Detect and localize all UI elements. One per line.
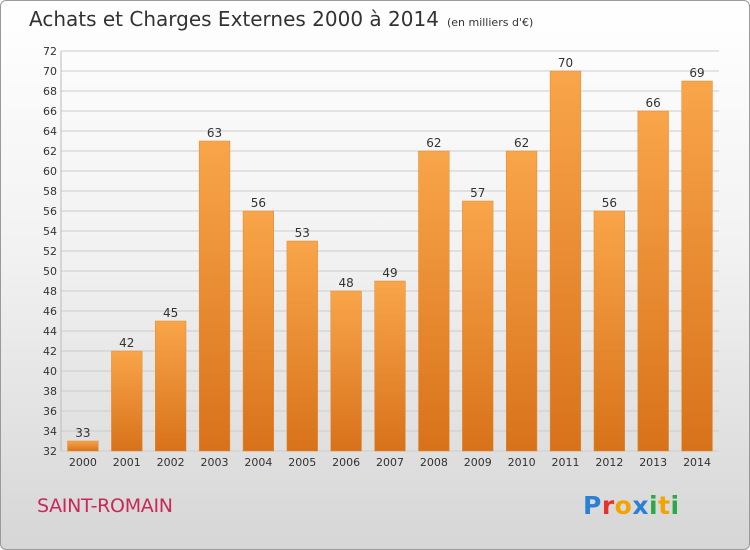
data-label-2001: 42 — [119, 336, 134, 350]
bar-2003 — [198, 140, 231, 452]
y-axis-ticks: 32 34 36 38 40 42 44 46 48 50 52 54 56 58 60 62 64 66 68 70… — [43, 45, 57, 458]
bar-2011 — [549, 70, 582, 452]
data-label-2013: 66 — [646, 96, 661, 110]
y-tick-label: 58 — [43, 185, 57, 198]
data-label-2007: 49 — [382, 266, 397, 280]
x-tick-label: 2005 — [288, 456, 316, 469]
logo-letter: i — [649, 491, 659, 520]
x-tick-label: 2004 — [244, 456, 272, 469]
bar-2005 — [286, 240, 318, 452]
y-tick-label: 70 — [43, 65, 57, 78]
logo-letter: r — [601, 491, 615, 520]
x-tick-label: 2008 — [420, 456, 448, 469]
x-tick-label: 2012 — [595, 456, 623, 469]
bar-2001 — [111, 350, 143, 452]
x-tick-label: 2006 — [332, 456, 360, 469]
x-axis-ticks: 2000 2001 2002 2003 2004 2005 2006 2007 2008 2009… — [69, 456, 711, 469]
chart-title-text: Achats et Charges Externes 2000 à 2014 — [29, 7, 439, 31]
y-tick-label: 42 — [43, 345, 57, 358]
bar-2007 — [374, 280, 406, 452]
logo-letter: t — [658, 491, 671, 520]
y-tick-label: 60 — [43, 165, 57, 178]
data-label-2014: 69 — [689, 66, 704, 80]
data-label-2011: 70 — [558, 56, 573, 70]
x-tick-label: 2007 — [376, 456, 404, 469]
x-tick-label: 2009 — [464, 456, 492, 469]
data-label-2003: 63 — [207, 126, 222, 140]
proxiti-logo[interactable]: Proxiti — [583, 491, 680, 520]
x-tick-label: 2000 — [69, 456, 97, 469]
bar-2009 — [462, 200, 494, 452]
logo-letter: x — [632, 491, 649, 520]
logo-letter: i — [670, 491, 680, 520]
y-tick-label: 44 — [43, 325, 57, 338]
bar-2000 — [67, 440, 99, 452]
bar-2013 — [637, 110, 669, 452]
y-tick-label: 68 — [43, 85, 57, 98]
logo-letter: o — [614, 491, 633, 520]
y-tick-label: 52 — [43, 245, 57, 258]
bar-2006 — [330, 290, 362, 452]
bar-2010 — [505, 150, 538, 452]
data-labels: 33 42 45 63 56 53 48 49 62 57 62 70 56 66 69 — [75, 56, 704, 440]
data-label-2002: 45 — [163, 306, 178, 320]
y-tick-label: 32 — [43, 445, 57, 458]
x-tick-label: 2011 — [551, 456, 579, 469]
bar-2002 — [155, 320, 187, 452]
bar-2008 — [418, 150, 450, 452]
data-label-2009: 57 — [470, 186, 485, 200]
x-tick-label: 2001 — [113, 456, 141, 469]
chart-title: Achats et Charges Externes 2000 à 2014 (e… — [29, 7, 533, 31]
bar-2014 — [681, 80, 713, 452]
y-tick-label: 36 — [43, 405, 57, 418]
x-tick-label: 2014 — [683, 456, 711, 469]
bar-2004 — [242, 210, 275, 452]
unit-note: (en milliers d'€) — [446, 16, 534, 29]
y-tick-label: 40 — [43, 365, 57, 378]
bar-2012 — [593, 210, 625, 452]
data-label-2005: 53 — [295, 226, 310, 240]
logo-letter: P — [583, 491, 602, 520]
y-tick-label: 62 — [43, 145, 57, 158]
y-tick-label: 56 — [43, 205, 57, 218]
data-label-2010: 62 — [514, 136, 529, 150]
x-tick-label: 2002 — [157, 456, 185, 469]
bars — [67, 70, 713, 452]
y-tick-label: 64 — [43, 125, 57, 138]
x-tick-label: 2010 — [508, 456, 536, 469]
commune-name: SAINT-ROMAIN — [37, 495, 173, 517]
y-tick-label: 48 — [43, 285, 57, 298]
data-label-2006: 48 — [338, 276, 353, 290]
y-tick-label: 38 — [43, 385, 57, 398]
data-label-2012: 56 — [602, 196, 617, 210]
y-tick-label: 72 — [43, 45, 57, 58]
y-tick-label: 66 — [43, 105, 57, 118]
y-tick-label: 50 — [43, 265, 57, 278]
x-tick-label: 2003 — [201, 456, 229, 469]
data-label-2004: 56 — [251, 196, 266, 210]
y-tick-label: 46 — [43, 305, 57, 318]
data-label-2000: 33 — [75, 426, 90, 440]
y-tick-label: 34 — [43, 425, 57, 438]
x-tick-label: 2013 — [639, 456, 667, 469]
y-tick-label: 54 — [43, 225, 57, 238]
data-label-2008: 62 — [426, 136, 441, 150]
